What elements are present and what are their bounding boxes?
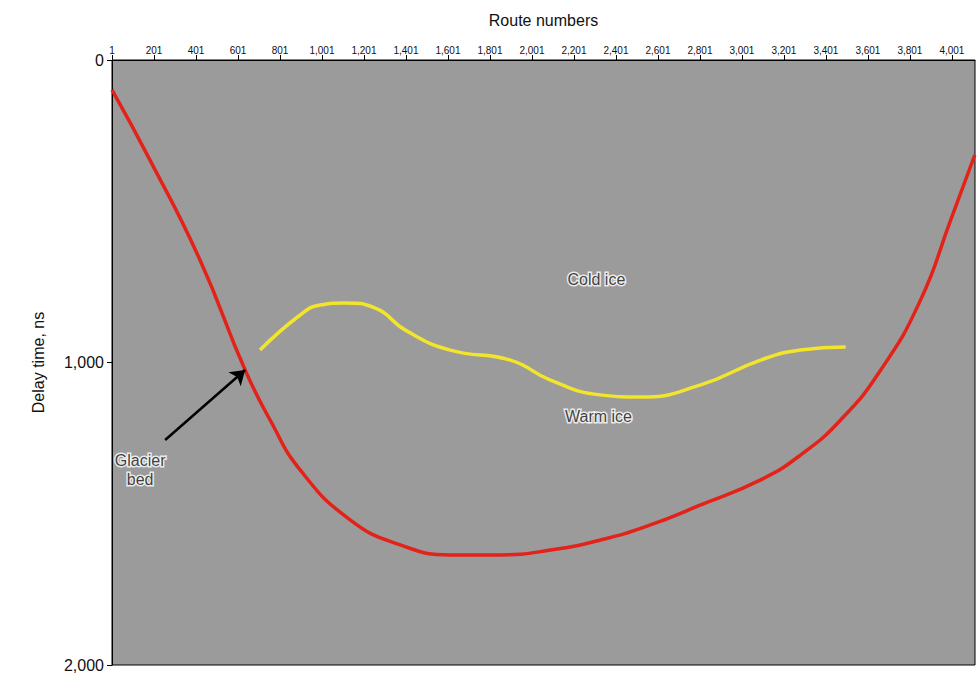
svg-text:3,801: 3,801 — [897, 45, 922, 56]
svg-text:Delay time, ns: Delay time, ns — [30, 312, 47, 413]
svg-text:3,001: 3,001 — [729, 45, 754, 56]
svg-text:1,000: 1,000 — [64, 354, 104, 371]
svg-text:2,001: 2,001 — [519, 45, 544, 56]
svg-text:2,401: 2,401 — [603, 45, 628, 56]
svg-text:0: 0 — [95, 52, 104, 69]
svg-text:4,001: 4,001 — [939, 45, 964, 56]
svg-text:1,401: 1,401 — [393, 45, 418, 56]
svg-text:2,801: 2,801 — [687, 45, 712, 56]
svg-text:2,000: 2,000 — [64, 657, 104, 674]
svg-text:1,001: 1,001 — [309, 45, 334, 56]
svg-text:201: 201 — [146, 45, 163, 56]
svg-text:401: 401 — [188, 45, 205, 56]
svg-text:3,601: 3,601 — [855, 45, 880, 56]
svg-text:801: 801 — [272, 45, 289, 56]
svg-text:1,801: 1,801 — [477, 45, 502, 56]
svg-text:1,201: 1,201 — [351, 45, 376, 56]
svg-text:3,201: 3,201 — [771, 45, 796, 56]
svg-text:3,401: 3,401 — [813, 45, 838, 56]
svg-text:Cold ice: Cold ice — [568, 271, 626, 288]
svg-text:2,201: 2,201 — [561, 45, 586, 56]
svg-text:Warm ice: Warm ice — [565, 408, 632, 425]
svg-text:1: 1 — [109, 45, 115, 56]
svg-text:Route numbers: Route numbers — [489, 12, 598, 29]
svg-text:2,601: 2,601 — [645, 45, 670, 56]
svg-text:1,601: 1,601 — [435, 45, 460, 56]
svg-text:bed: bed — [127, 471, 154, 488]
svg-text:601: 601 — [230, 45, 247, 56]
svg-text:Glacier: Glacier — [115, 452, 166, 469]
